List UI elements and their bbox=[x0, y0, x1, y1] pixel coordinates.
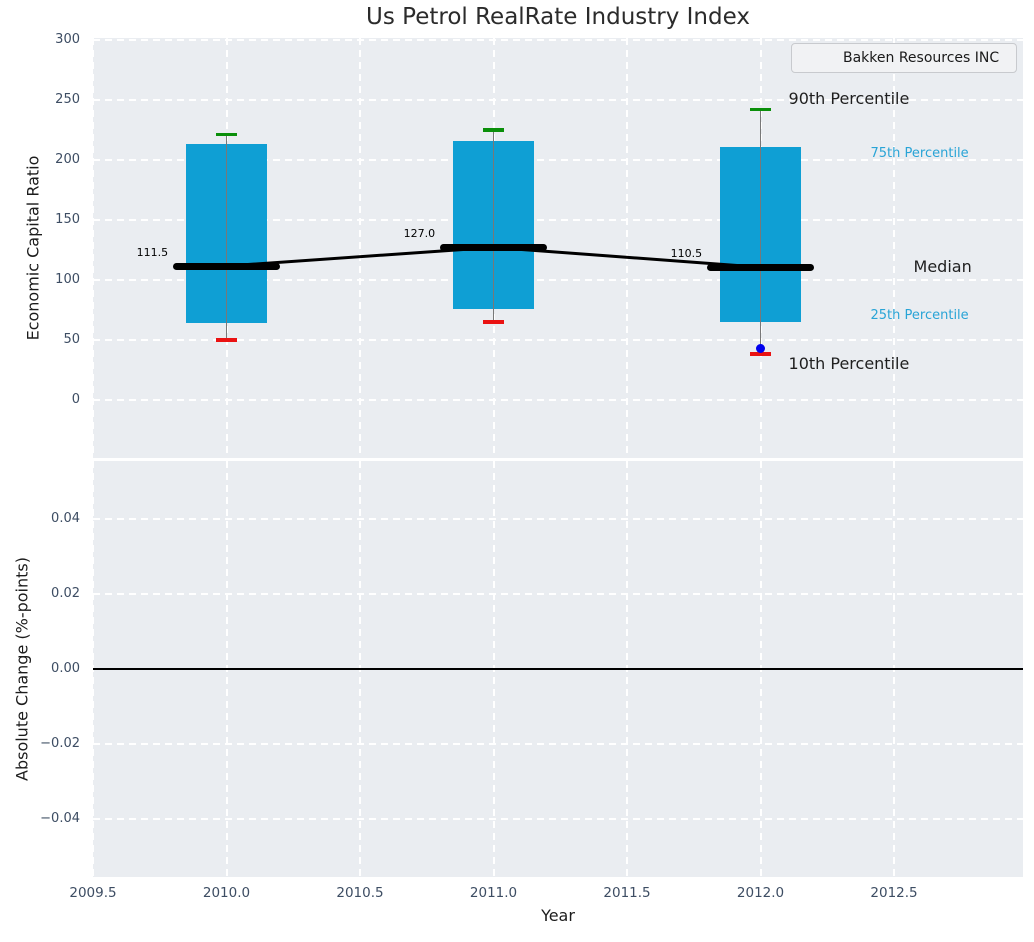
p90-cap-2010 bbox=[216, 132, 237, 137]
p10-cap-2011 bbox=[483, 320, 505, 324]
legend-line-sample-icon bbox=[801, 57, 833, 60]
whisker-2011 bbox=[492, 129, 495, 322]
median-segment-2012 bbox=[707, 263, 814, 271]
median-value-annotation-2012: 110.5 bbox=[670, 247, 703, 261]
x-tick-label: 2011.0 bbox=[469, 885, 518, 901]
median-value-annotation-2011: 127.0 bbox=[403, 227, 436, 241]
gridline-horizontal bbox=[93, 743, 1023, 746]
top-y-tick-label: 100 bbox=[55, 271, 80, 287]
median-segment-2011 bbox=[440, 243, 547, 251]
gridline-horizontal bbox=[93, 592, 1023, 595]
gridline-horizontal bbox=[93, 158, 1023, 161]
p90-cap-2011 bbox=[483, 128, 505, 132]
bottom-y-tick-label: −0.04 bbox=[40, 811, 80, 827]
gridline-vertical bbox=[893, 38, 896, 458]
gridline-horizontal bbox=[93, 818, 1023, 821]
label-75th-percentile: 75th Percentile bbox=[870, 145, 969, 161]
top-y-tick-label: 150 bbox=[55, 211, 80, 227]
company-point-2012 bbox=[756, 343, 766, 353]
label-10th-percentile: 10th Percentile bbox=[788, 354, 910, 374]
bottom-y-tick-label: −0.02 bbox=[40, 736, 80, 752]
top-y-tick-label: 50 bbox=[63, 331, 80, 347]
x-tick-label: 2012.0 bbox=[736, 885, 785, 901]
label-25th-percentile: 25th Percentile bbox=[870, 307, 969, 323]
p10-cap-2012 bbox=[750, 352, 772, 356]
gridline-horizontal bbox=[93, 278, 1023, 281]
bottom-plot-panel bbox=[92, 461, 1023, 877]
whisker-2012 bbox=[759, 109, 762, 355]
gridline-horizontal bbox=[93, 38, 1023, 41]
gridline-horizontal bbox=[93, 98, 1023, 101]
bottom-y-tick-label: 0.04 bbox=[51, 510, 80, 526]
median-value-annotation-2010: 111.5 bbox=[136, 246, 169, 259]
x-tick-label: 2010.5 bbox=[336, 885, 384, 901]
whisker-2010 bbox=[225, 134, 228, 340]
gridline-horizontal bbox=[93, 338, 1023, 341]
bottom-y-tick-label: 0.00 bbox=[51, 661, 80, 676]
x-tick-label: 2011.5 bbox=[603, 885, 651, 901]
chart-title: Us Petrol RealRate Industry Index bbox=[366, 4, 750, 30]
top-y-tick-label: 200 bbox=[55, 151, 80, 167]
legend: Bakken Resources INC bbox=[791, 43, 1017, 73]
gridline-horizontal bbox=[93, 218, 1023, 221]
gridline-vertical bbox=[626, 38, 629, 458]
top-y-tick-label: 0 bbox=[71, 391, 80, 407]
gridline-vertical bbox=[92, 38, 94, 458]
legend-entry-label: Bakken Resources INC bbox=[843, 50, 1000, 66]
median-segment-2010 bbox=[173, 262, 280, 270]
label-median: Median bbox=[913, 257, 972, 277]
top-y-axis-label: Economic Capital Ratio bbox=[23, 155, 43, 341]
gridline-horizontal bbox=[93, 398, 1023, 401]
top-y-tick-label: 300 bbox=[55, 31, 80, 47]
top-y-tick-label: 250 bbox=[55, 91, 80, 107]
x-axis-label: Year bbox=[541, 906, 575, 925]
p90-cap-2012 bbox=[750, 107, 772, 112]
top-plot-panel: 111.5 127.0 110.5 90th Percentile 75th Perce… bbox=[92, 38, 1023, 458]
bottom-y-tick-label: 0.02 bbox=[51, 585, 80, 601]
gridline-vertical bbox=[359, 38, 361, 458]
x-tick-label: 2009.5 bbox=[69, 885, 117, 901]
x-tick-label: 2012.5 bbox=[870, 885, 918, 901]
gridline-horizontal bbox=[93, 517, 1023, 520]
x-tick-label: 2010.0 bbox=[202, 885, 251, 901]
p10-cap-2010 bbox=[216, 338, 237, 342]
zero-reference-line bbox=[93, 668, 1023, 670]
label-90th-percentile: 90th Percentile bbox=[788, 89, 910, 109]
